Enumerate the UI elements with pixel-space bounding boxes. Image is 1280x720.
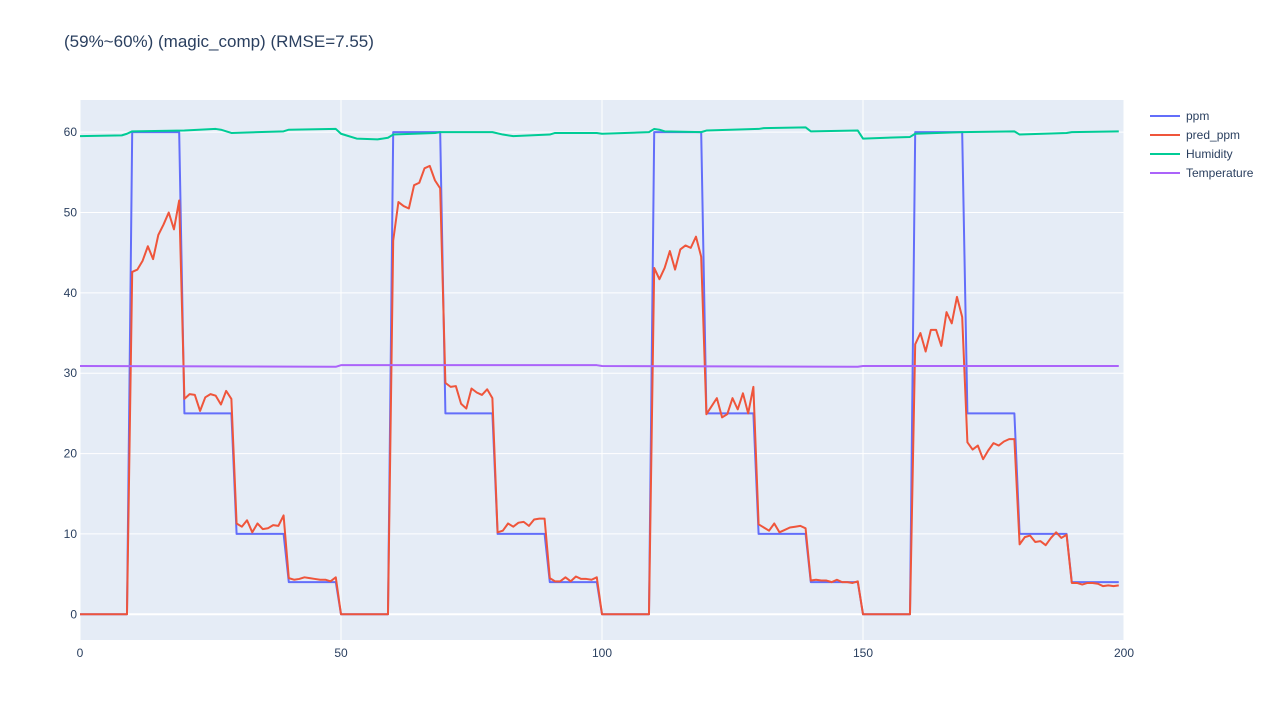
legend-label: Temperature [1186,165,1254,180]
legend-item-temperature[interactable]: Temperature [1150,163,1253,182]
series-line-pred-ppm[interactable] [80,164,1119,616]
y-tick-label: 50 [64,206,78,220]
legend-swatch [1150,133,1180,136]
legend-item-pred-ppm[interactable]: pred_ppm [1150,125,1253,144]
chart-title: (59%~60%) (magic_comp) (RMSE=7.55) [64,32,374,51]
tick-labels: 0 50 100 150 200 0 10 20 30 40 50 60 [64,125,1135,660]
legend-label: Humidity [1186,146,1233,161]
y-tick-label: 30 [64,366,78,380]
legend-swatch [1150,114,1180,117]
series-line-humidity[interactable] [80,126,1119,141]
legend-swatch [1150,171,1180,174]
legend-swatch [1150,152,1180,155]
legend-item-humidity[interactable]: Humidity [1150,144,1253,163]
y-tick-label: 40 [64,286,78,300]
x-tick-label: 50 [334,646,348,660]
y-tick-label: 60 [64,125,78,139]
legend: ppm pred_ppm Humidity Temperature [1150,106,1253,182]
x-tick-label: 200 [1114,646,1134,660]
y-tick-label: 10 [64,527,78,541]
series-line-temperature[interactable] [80,364,1119,368]
x-tick-label: 100 [592,646,612,660]
series-lines [80,126,1119,616]
legend-item-ppm[interactable]: ppm [1150,106,1253,125]
x-tick-label: 150 [853,646,873,660]
legend-label: ppm [1186,108,1210,123]
x-tick-label: 0 [77,646,84,660]
y-tick-label: 20 [64,447,78,461]
y-tick-label: 0 [70,607,77,621]
legend-label: pred_ppm [1186,127,1241,142]
